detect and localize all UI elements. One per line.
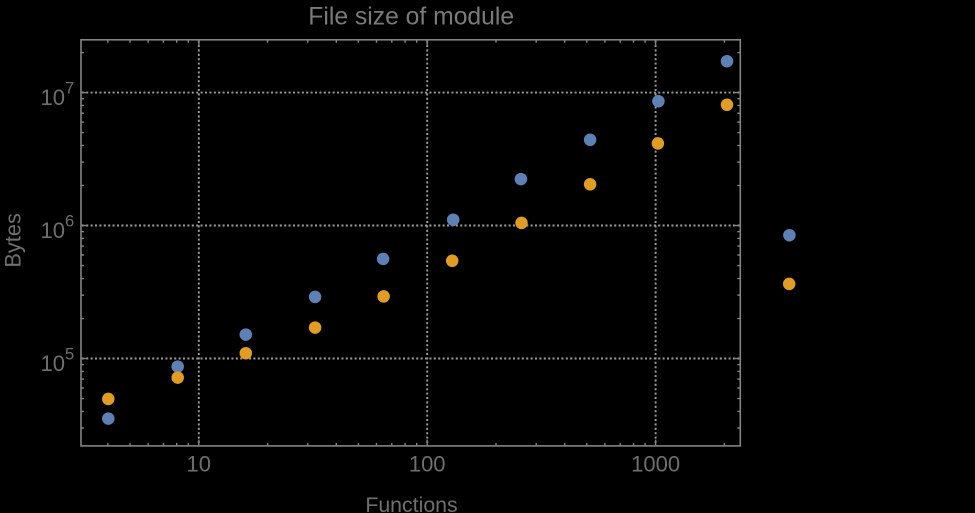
svg-text:100: 100 xyxy=(409,452,446,477)
svg-text:Functions: Functions xyxy=(365,493,457,513)
svg-text:File size of module: File size of module xyxy=(308,4,514,31)
svg-text:Bytes: Bytes xyxy=(1,213,26,268)
svg-text:105: 105 xyxy=(41,345,75,376)
svg-text:106: 106 xyxy=(41,212,75,243)
svg-text:1000: 1000 xyxy=(631,452,680,477)
svg-text:107: 107 xyxy=(41,79,75,110)
svg-text:10: 10 xyxy=(187,452,211,477)
